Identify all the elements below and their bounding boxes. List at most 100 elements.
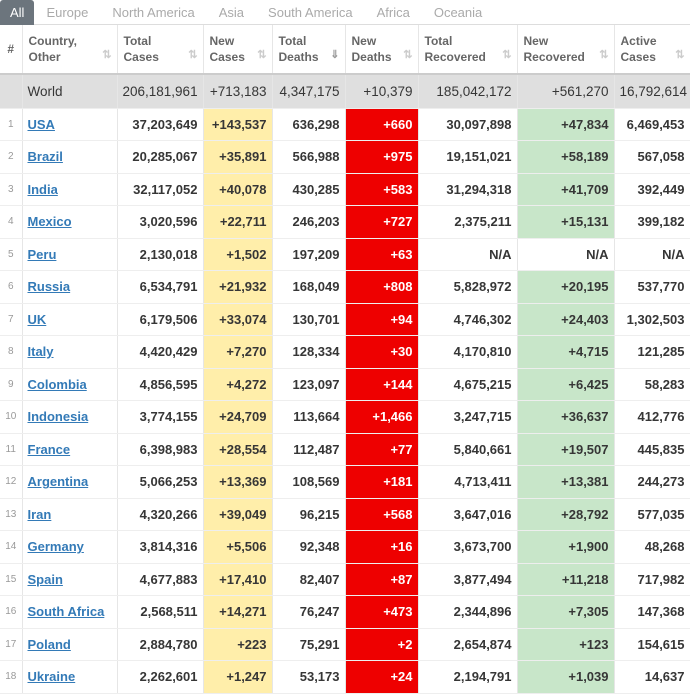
country-link[interactable]: Argentina [27, 474, 89, 490]
country-link[interactable]: Mexico [27, 214, 72, 230]
country-link[interactable]: Ukraine [27, 669, 76, 685]
cell-active-cases: 244,273 [614, 465, 690, 499]
cell-rank: 15 [0, 563, 23, 596]
cell-active-cases: 16,792,614 [614, 74, 690, 109]
sort-icon[interactable]: ⇅ [675, 49, 685, 61]
cell-active-cases: 445,835 [614, 433, 690, 466]
cell-country: Iran [22, 498, 118, 531]
cell-total-deaths: 82,407 [272, 563, 346, 596]
cell-new-deaths: +1,466 [345, 400, 419, 434]
table-row: 10 Indonesia 3,774,155 +24,709 113,664 +1,466… [0, 400, 690, 434]
tab-north-america[interactable]: North America [112, 4, 195, 20]
tab-oceania[interactable]: Oceania [433, 4, 483, 20]
column-header-new-recovered[interactable]: New Recovered ⇅ [517, 25, 615, 75]
country-link[interactable]: Indonesia [27, 409, 89, 425]
cell-rank: 3 [0, 173, 23, 206]
sort-icon[interactable]: ⇅ [599, 49, 609, 61]
country-link[interactable]: Russia [27, 279, 71, 295]
cell-total-recovered: 3,673,700 [418, 530, 518, 564]
cell-new-deaths: +144 [345, 368, 419, 401]
column-header-label: Cases [209, 50, 245, 64]
column-header-label: Deaths [351, 50, 392, 64]
cell-new-recovered: N/A [517, 238, 615, 271]
country-link[interactable]: Colombia [27, 376, 87, 392]
table-row: 5 Peru 2,130,018 +1,502 197,209 +63 N/A N/A N/A [0, 238, 690, 271]
cell-total-cases: 2,884,780 [117, 628, 204, 661]
column-header-active-cases[interactable]: Active Cases ⇅ [614, 25, 690, 75]
cell-country: Indonesia [22, 400, 118, 434]
cell-country: Argentina [22, 465, 118, 499]
column-header-label: Country, [28, 34, 77, 48]
cell-total-recovered: 4,713,411 [418, 465, 518, 499]
cell-rank: 14 [0, 530, 23, 564]
tab-all[interactable]: All [0, 0, 35, 25]
sort-icon[interactable]: ⇅ [257, 49, 267, 61]
sort-icon[interactable]: ⇅ [102, 49, 112, 61]
sort-descending-icon[interactable]: ⇓ [330, 49, 340, 61]
sort-icon[interactable]: ⇅ [403, 49, 413, 61]
column-header-country[interactable]: Country, Other ⇅ [22, 25, 118, 75]
tab-asia[interactable]: Asia [218, 4, 245, 20]
country-link[interactable]: Peru [27, 246, 57, 262]
cell-rank: 10 [0, 400, 23, 434]
column-header-new-deaths[interactable]: New Deaths ⇅ [345, 25, 419, 75]
cell-rank: 6 [0, 270, 23, 304]
column-header-total-recovered[interactable]: Total Recovered ⇅ [418, 25, 518, 75]
tab-south-america[interactable]: South America [268, 4, 353, 20]
country-link[interactable]: Spain [27, 571, 63, 587]
country-link[interactable]: France [27, 441, 71, 457]
tab-africa[interactable]: Africa [376, 4, 410, 20]
cell-total-cases: 37,203,649 [117, 108, 204, 141]
cell-active-cases: 14,637 [614, 660, 690, 694]
cell-total-recovered: N/A [418, 238, 518, 271]
cell-rank: 11 [0, 433, 23, 466]
cell-country: Mexico [22, 205, 118, 239]
country-link[interactable]: Brazil [27, 149, 63, 165]
cell-new-recovered: +1,900 [517, 530, 615, 564]
cell-new-cases: +713,183 [203, 74, 273, 109]
cell-rank: 13 [0, 498, 23, 531]
table-row: 16 South Africa 2,568,511 +14,271 76,247 +473… [0, 595, 690, 629]
country-link[interactable]: South Africa [27, 604, 105, 620]
cell-new-cases: +39,049 [203, 498, 273, 531]
column-header-total-deaths[interactable]: Total Deaths ⇓ [272, 25, 346, 75]
cell-country: Colombia [22, 368, 118, 401]
cell-new-cases: +22,711 [203, 205, 273, 239]
cell-total-deaths: 197,209 [272, 238, 346, 271]
column-header-rank[interactable]: # [0, 25, 23, 75]
cell-new-cases: +28,554 [203, 433, 273, 466]
cell-new-deaths: +16 [345, 530, 419, 564]
cell-total-deaths: 168,049 [272, 270, 346, 304]
country-link[interactable]: UK [27, 311, 47, 327]
cell-active-cases: 1,302,503 [614, 303, 690, 336]
cell-rank [0, 74, 23, 109]
cell-new-cases: +21,932 [203, 270, 273, 304]
cell-total-cases: 6,534,791 [117, 270, 204, 304]
cell-total-deaths: 4,347,175 [272, 74, 346, 109]
cell-total-deaths: 76,247 [272, 595, 346, 629]
country-link[interactable]: Italy [27, 344, 54, 360]
cell-total-cases: 4,677,883 [117, 563, 204, 596]
country-link[interactable]: Iran [27, 506, 52, 522]
cell-rank: 5 [0, 238, 23, 271]
country-link[interactable]: India [27, 181, 58, 197]
cell-total-cases: 3,774,155 [117, 400, 204, 434]
table-row: 1 USA 37,203,649 +143,537 636,298 +660 30,097,… [0, 108, 690, 141]
cell-new-recovered: +7,305 [517, 595, 615, 629]
cell-new-cases: +14,271 [203, 595, 273, 629]
column-header-total-cases[interactable]: Total Cases ⇅ [117, 25, 204, 75]
tab-europe[interactable]: Europe [46, 4, 89, 20]
cell-active-cases: 6,469,453 [614, 108, 690, 141]
country-link[interactable]: Germany [27, 539, 84, 555]
cell-total-recovered: 3,247,715 [418, 400, 518, 434]
cell-active-cases: 154,615 [614, 628, 690, 661]
column-header-label: Recovered [523, 50, 585, 64]
sort-icon[interactable]: ⇅ [188, 49, 198, 61]
column-header-label: Cases [620, 50, 656, 64]
country-link[interactable]: USA [27, 116, 55, 132]
table-row: 13 Iran 4,320,266 +39,049 96,215 +568 3,647,01… [0, 498, 690, 531]
cell-new-deaths: +181 [345, 465, 419, 499]
country-link[interactable]: Poland [27, 636, 71, 652]
column-header-new-cases[interactable]: New Cases ⇅ [203, 25, 273, 75]
sort-icon[interactable]: ⇅ [502, 49, 512, 61]
